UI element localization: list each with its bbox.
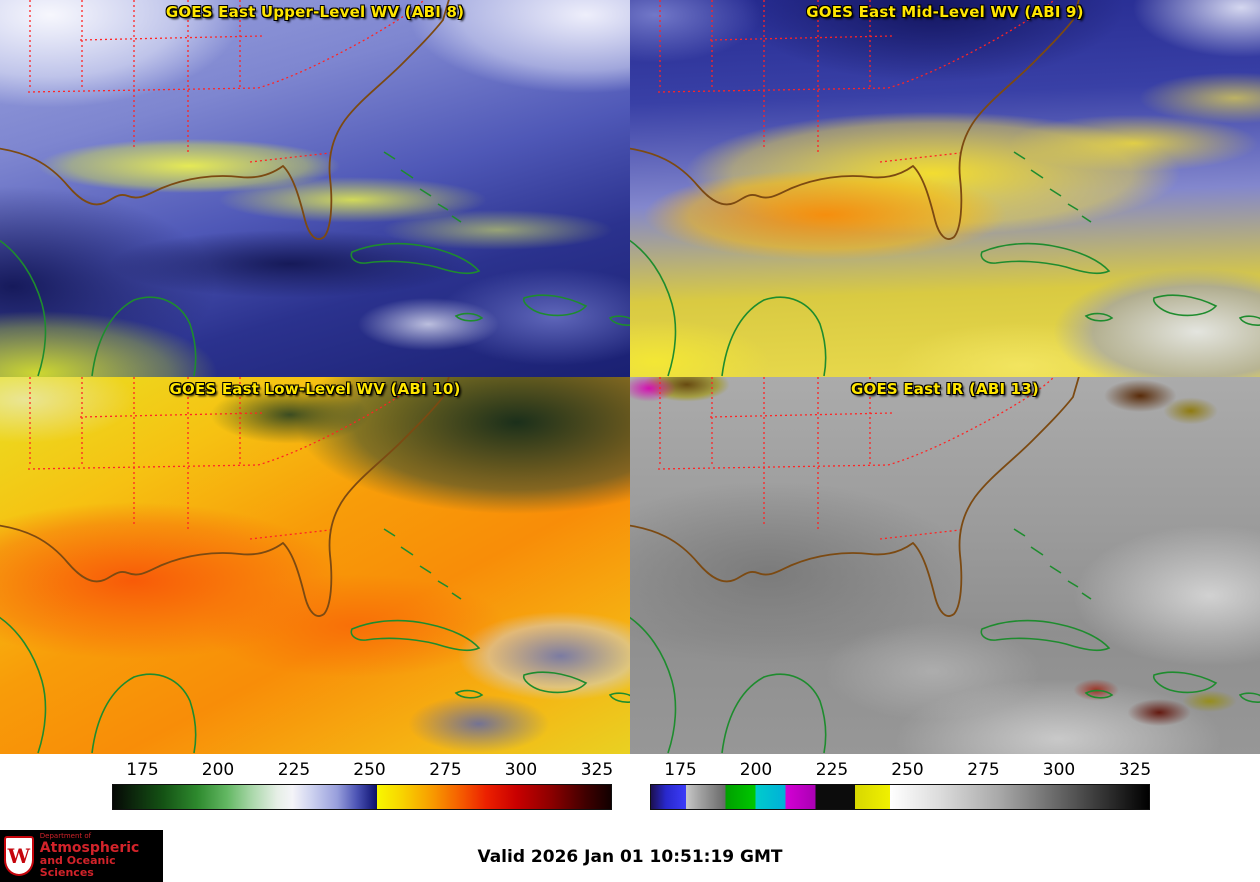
map-boundaries-overlay <box>630 377 1260 754</box>
ir-tick-label: 250 <box>891 760 924 780</box>
uw-aos-logo: W Department of Atmospheric and Oceanic … <box>0 830 163 882</box>
wv-tick-label: 300 <box>504 760 538 780</box>
wv-tick-label: 200 <box>201 760 235 780</box>
panel-title-low-level-wv: GOES East Low-Level WV (ABI 10) <box>169 380 461 398</box>
satellite-quad-grid: GOES East Upper-Level WV (ABI 8) GOES Ea… <box>0 0 1260 754</box>
ir-tick-label: 175 <box>664 760 697 780</box>
ir-colorbar-ticks: 175 200 225 250 275 300 325 <box>650 758 1152 784</box>
valid-time: Valid 2026 Jan 01 10:51:19 GMT <box>477 847 783 867</box>
map-boundaries-overlay <box>630 0 1260 377</box>
logo-dept-name-2: and Oceanic Sciences <box>39 854 116 880</box>
logo-text: Department of Atmospheric and Oceanic Sc… <box>39 832 163 880</box>
uw-crest-icon: W <box>4 836 34 876</box>
map-boundaries-overlay <box>0 377 630 754</box>
ir-tick-label: 275 <box>967 760 1000 780</box>
wv-colorbar-wrap: 175 200 225 250 275 300 325 <box>112 758 614 810</box>
ir-colorbar-wrap: 175 200 225 250 275 300 325 <box>650 758 1152 810</box>
wv-tick-label: 325 <box>580 760 614 780</box>
wv-colorbar <box>112 784 612 810</box>
ir-colorbar <box>650 784 1150 810</box>
wv-tick-label: 275 <box>429 760 462 780</box>
ir-tick-label: 200 <box>739 760 773 780</box>
panel-title-upper-level-wv: GOES East Upper-Level WV (ABI 8) <box>165 3 465 21</box>
wv-colorbar-ticks: 175 200 225 250 275 300 325 <box>112 758 614 784</box>
ir-tick-label: 325 <box>1118 760 1152 780</box>
ir-tick-label: 300 <box>1042 760 1076 780</box>
ir-tick-label: 225 <box>815 760 849 780</box>
wv-colorbar-block: 175 200 225 250 275 300 325 <box>0 758 630 830</box>
panel-mid-level-wv[interactable]: GOES East Mid-Level WV (ABI 9) <box>630 0 1260 377</box>
wv-tick-label: 175 <box>126 760 159 780</box>
panel-title-ir: GOES East IR (ABI 13) <box>850 380 1039 398</box>
wv-tick-label: 225 <box>277 760 311 780</box>
logo-dept-prefix: Department of <box>39 832 92 841</box>
map-boundaries-overlay <box>0 0 630 377</box>
colorbar-row: 175 200 225 250 275 300 325 175 200 225 … <box>0 754 1260 830</box>
logo-dept-name-1: Atmospheric <box>39 839 140 856</box>
panel-low-level-wv[interactable]: GOES East Low-Level WV (ABI 10) <box>0 377 630 754</box>
panel-title-mid-level-wv: GOES East Mid-Level WV (ABI 9) <box>806 3 1084 21</box>
panel-ir[interactable]: GOES East IR (ABI 13) <box>630 377 1260 754</box>
panel-upper-level-wv[interactable]: GOES East Upper-Level WV (ABI 8) <box>0 0 630 377</box>
ir-colorbar-block: 175 200 225 250 275 300 325 <box>630 758 1260 830</box>
wv-tick-label: 250 <box>353 760 386 780</box>
footer: W Department of Atmospheric and Oceanic … <box>0 830 1260 882</box>
